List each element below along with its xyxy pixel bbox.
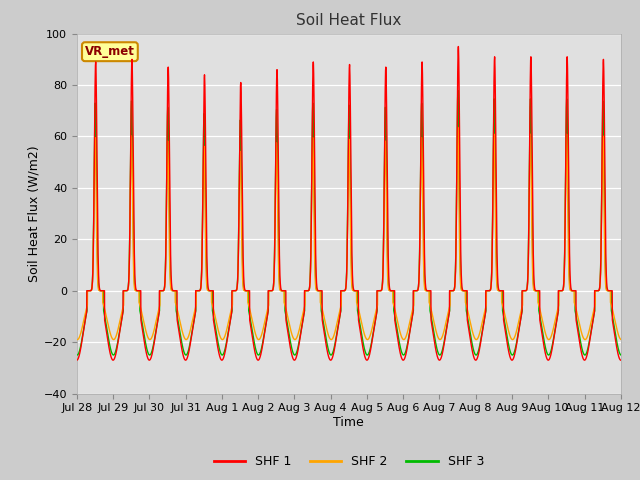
- X-axis label: Time: Time: [333, 416, 364, 429]
- Y-axis label: Soil Heat Flux (W/m2): Soil Heat Flux (W/m2): [28, 145, 41, 282]
- Title: Soil Heat Flux: Soil Heat Flux: [296, 13, 401, 28]
- Text: VR_met: VR_met: [85, 45, 135, 58]
- Legend: SHF 1, SHF 2, SHF 3: SHF 1, SHF 2, SHF 3: [209, 450, 489, 473]
